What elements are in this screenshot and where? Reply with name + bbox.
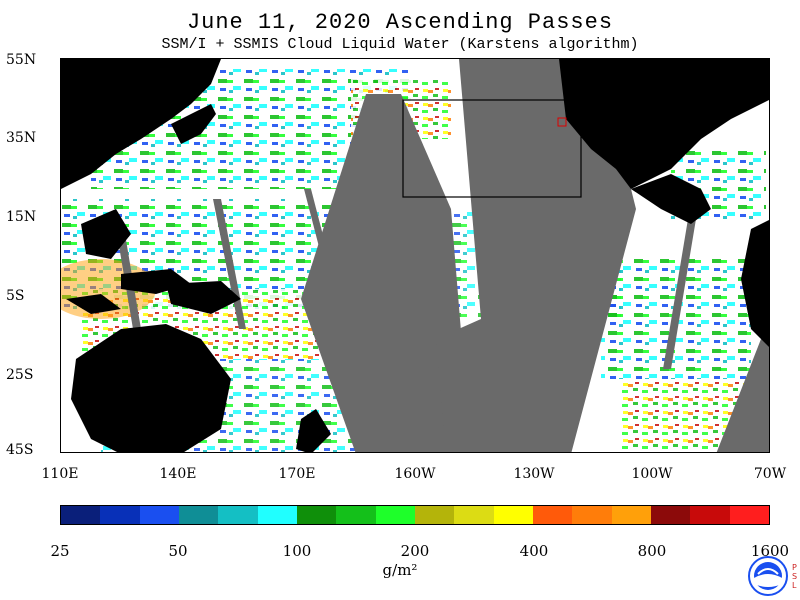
lon-label: 160W xyxy=(394,466,436,482)
colorbar-tick: 800 xyxy=(637,542,667,560)
colorbar-swatch xyxy=(61,506,101,524)
lat-label: 25S xyxy=(6,367,34,383)
colorbar-swatch xyxy=(414,506,455,524)
lat-label: 35N xyxy=(6,130,37,146)
colorbar-tick: 100 xyxy=(282,542,312,560)
lon-label: 100W xyxy=(631,466,673,482)
colorbar-unit: g/m² xyxy=(382,561,418,579)
colorbar-swatch xyxy=(139,506,179,524)
colorbar-tick: 50 xyxy=(168,542,188,560)
colorbar-swatch xyxy=(572,506,612,524)
lon-label: 70W xyxy=(753,466,787,482)
colorbar-swatch xyxy=(650,506,691,524)
colorbar-swatch xyxy=(218,506,258,524)
inset-box xyxy=(402,99,582,198)
noaa-logo-icon xyxy=(748,556,788,596)
cloud-water-map xyxy=(60,58,770,453)
map-subtitle: SSM/I + SSMIS Cloud Liquid Water (Karste… xyxy=(161,36,639,53)
colorbar-tick: 400 xyxy=(519,542,549,560)
lat-label: 15N xyxy=(6,209,37,225)
colorbar-tick: 200 xyxy=(400,542,430,560)
colorbar-tick: 25 xyxy=(50,542,70,560)
colorbar-swatch xyxy=(257,506,297,524)
colorbar-swatch xyxy=(690,506,730,524)
colorbar-swatch xyxy=(493,506,533,524)
colorbar-swatch xyxy=(100,506,140,524)
lon-label: 140E xyxy=(159,466,197,482)
lon-label: 170E xyxy=(278,466,316,482)
colorbar-swatch xyxy=(375,506,415,524)
marker-box xyxy=(557,117,567,127)
color-scale-bar xyxy=(60,505,770,525)
colorbar-swatch xyxy=(532,506,573,524)
colorbar-swatch xyxy=(336,506,376,524)
colorbar-swatch xyxy=(611,506,651,524)
colorbar-swatch xyxy=(296,506,337,524)
lat-label: 5S xyxy=(6,288,25,304)
colorbar-swatch xyxy=(729,506,769,524)
map-graphic xyxy=(61,59,769,452)
land-masses xyxy=(61,59,769,452)
map-title: June 11, 2020 Ascending Passes xyxy=(186,10,614,35)
colorbar-tick: 1600 xyxy=(750,542,790,560)
colorbar-swatch xyxy=(178,506,219,524)
colorbar-swatch xyxy=(454,506,494,524)
no-data-gaps xyxy=(117,59,769,452)
lat-label: 45S xyxy=(6,442,34,458)
lon-label: 130W xyxy=(513,466,555,482)
lon-label: 110E xyxy=(41,466,79,482)
lat-label: 55N xyxy=(6,52,37,68)
